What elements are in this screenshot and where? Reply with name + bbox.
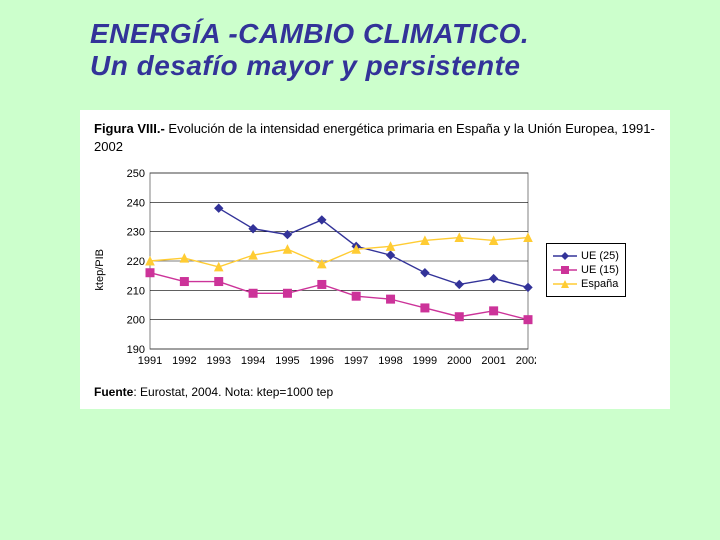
legend-swatch <box>553 251 577 261</box>
legend-label: España <box>581 278 618 290</box>
legend-swatch <box>553 279 577 289</box>
figure-title-prefix: Figura VIII.- <box>94 121 168 136</box>
legend-item: UE (15) <box>553 264 619 276</box>
legend-item: UE (25) <box>553 250 619 262</box>
svg-text:2001: 2001 <box>481 355 505 367</box>
title-line-1: ENERGÍA -CAMBIO CLIMATICO. <box>90 18 690 50</box>
figure-title-text: Evolución de la intensidad energética pr… <box>94 121 655 154</box>
svg-text:1993: 1993 <box>206 355 230 367</box>
svg-text:240: 240 <box>127 197 145 209</box>
svg-text:2002: 2002 <box>516 355 536 367</box>
svg-text:1997: 1997 <box>344 355 368 367</box>
svg-text:2000: 2000 <box>447 355 471 367</box>
figure-footer-prefix: Fuente <box>94 385 133 399</box>
svg-text:250: 250 <box>127 168 145 180</box>
svg-text:1994: 1994 <box>241 355 265 367</box>
legend-label: UE (15) <box>581 264 619 276</box>
svg-text:1999: 1999 <box>413 355 437 367</box>
svg-text:1996: 1996 <box>310 355 334 367</box>
figure-footer: Fuente: Eurostat, 2004. Nota: ktep=1000 … <box>94 385 656 399</box>
svg-text:200: 200 <box>127 315 145 327</box>
legend-swatch <box>553 265 577 275</box>
svg-text:1998: 1998 <box>378 355 402 367</box>
figure-title: Figura VIII.- Evolución de la intensidad… <box>94 120 656 155</box>
line-chart: 1902002102202302402501991199219931994199… <box>116 165 536 375</box>
chart-area: ktep/PIB 1902002102202302402501991199219… <box>94 165 656 375</box>
svg-text:230: 230 <box>127 227 145 239</box>
svg-text:1991: 1991 <box>138 355 162 367</box>
legend-item: España <box>553 278 619 290</box>
y-axis-label: ktep/PIB <box>94 249 106 291</box>
svg-text:210: 210 <box>127 285 145 297</box>
figure-panel: Figura VIII.- Evolución de la intensidad… <box>80 110 670 409</box>
svg-text:1995: 1995 <box>275 355 299 367</box>
slide: ENERGÍA -CAMBIO CLIMATICO. Un desafío ma… <box>0 0 720 540</box>
svg-text:1992: 1992 <box>172 355 196 367</box>
title-line-2: Un desafío mayor y persistente <box>90 50 690 82</box>
figure-footer-text: : Eurostat, 2004. Nota: ktep=1000 tep <box>133 385 333 399</box>
legend-label: UE (25) <box>581 250 619 262</box>
svg-text:220: 220 <box>127 256 145 268</box>
legend: UE (25) UE (15) España <box>546 243 626 297</box>
slide-title: ENERGÍA -CAMBIO CLIMATICO. Un desafío ma… <box>90 18 690 82</box>
